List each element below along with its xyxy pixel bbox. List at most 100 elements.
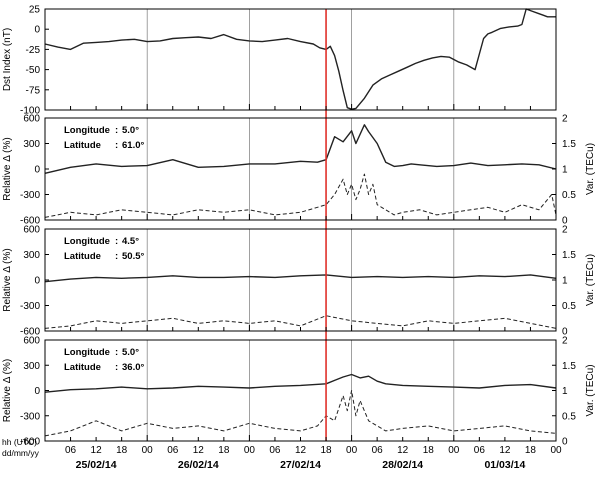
longitude-colon: :	[115, 347, 118, 358]
longitude-value: 5.0°	[122, 347, 139, 358]
x-tick-label: 18	[218, 445, 230, 456]
longitude-label: Longitude	[64, 347, 110, 358]
date-label: 01/03/14	[484, 459, 525, 471]
x-tick-label: 00	[346, 445, 358, 456]
grid-layer	[146, 9, 455, 441]
y-tick-label: -300	[20, 190, 40, 201]
y-tick-label: -600	[20, 216, 40, 227]
y-tick-label: 0	[34, 276, 40, 287]
x-tick-label: 12	[397, 445, 409, 456]
x-tick-label: 00	[448, 445, 460, 456]
time-label-line2: dd/mm/yy	[2, 448, 40, 458]
y2-tick-label: 0.5	[562, 190, 576, 201]
y2-axis-title: Var. (TECu)	[585, 143, 596, 195]
longitude-colon: :	[115, 236, 118, 247]
y-axis-title: Relative Δ (%)	[2, 137, 13, 200]
x-tick-label: 12	[295, 445, 307, 456]
latitude-label: Latitude	[64, 251, 101, 262]
x-tick-label: 18	[320, 445, 332, 456]
x-tick-label: 06	[269, 445, 281, 456]
latitude-label: Latitude	[64, 140, 101, 151]
y2-tick-label: 2	[562, 336, 568, 347]
y2-axis-title: Var. (TECu)	[585, 254, 596, 306]
y2-tick-label: 1.5	[562, 139, 576, 150]
y-tick-label: -300	[20, 301, 40, 312]
y-tick-label: -600	[20, 437, 40, 448]
y-axis-title: Dst Index (nT)	[2, 28, 13, 91]
y-tick-label: 600	[23, 114, 40, 125]
x-tick-label: 18	[525, 445, 537, 456]
latitude-colon: :	[115, 362, 118, 373]
y2-tick-label: 2	[562, 225, 568, 236]
x-tick-label: 12	[193, 445, 205, 456]
date-label: 28/02/14	[382, 459, 423, 471]
x-tick-label: 12	[91, 445, 103, 456]
panel-frame	[44, 8, 557, 111]
x-tick-label: 06	[474, 445, 486, 456]
y2-tick-label: 1	[562, 276, 568, 287]
y-tick-label: 0	[34, 25, 40, 36]
y-tick-label: 25	[29, 5, 41, 16]
y-tick-label: 300	[23, 139, 40, 150]
latitude-label: Latitude	[64, 362, 101, 373]
date-label: 26/02/14	[178, 459, 219, 471]
x-tick-label: 18	[423, 445, 435, 456]
variance-dashed-line	[44, 173, 557, 218]
y2-tick-label: 0.5	[562, 301, 576, 312]
x-tick-label: 00	[142, 445, 154, 456]
relative-delta-line	[44, 274, 557, 283]
variance-dashed-line	[44, 315, 557, 329]
relative-delta-line	[44, 373, 557, 393]
latitude-value: 36.0°	[122, 362, 144, 373]
y2-tick-label: 0	[562, 216, 568, 227]
y2-tick-label: 1	[562, 386, 568, 397]
y2-tick-label: 2	[562, 114, 568, 125]
latitude-colon: :	[115, 140, 118, 151]
y2-tick-label: 0	[562, 327, 568, 338]
latitude-value: 61.0°	[122, 140, 144, 151]
y-tick-label: 600	[23, 336, 40, 347]
y-tick-label: -25	[26, 45, 41, 56]
y-tick-label: -50	[26, 65, 41, 76]
variance-dashed-line	[44, 390, 557, 437]
y-axis-title: Relative Δ (%)	[2, 248, 13, 311]
longitude-label: Longitude	[64, 236, 110, 247]
relative-delta-line	[44, 124, 557, 174]
time-label-line1: hh (UTC)	[2, 437, 37, 447]
dst-index-line	[44, 8, 556, 110]
x-tick-label: 06	[167, 445, 179, 456]
latitude-value: 50.5°	[122, 251, 144, 262]
y-tick-label: -600	[20, 327, 40, 338]
x-tick-label: 00	[244, 445, 256, 456]
y-tick-label: -300	[20, 411, 40, 422]
y-tick-label: -75	[26, 85, 41, 96]
date-label: 25/02/14	[76, 459, 117, 471]
longitude-value: 4.5°	[122, 236, 139, 247]
y2-tick-label: 1.5	[562, 361, 576, 372]
y2-tick-label: 1	[562, 165, 568, 176]
y-tick-label: -100	[20, 106, 40, 117]
y-tick-label: 300	[23, 361, 40, 372]
y2-tick-label: 0	[562, 437, 568, 448]
x-tick-label: 06	[65, 445, 77, 456]
y-axis-title: Relative Δ (%)	[2, 359, 13, 422]
latitude-colon: :	[115, 251, 118, 262]
longitude-value: 5.0°	[122, 125, 139, 136]
y2-tick-label: 1.5	[562, 250, 576, 261]
longitude-colon: :	[115, 125, 118, 136]
y2-axis-title: Var. (TECu)	[585, 364, 596, 416]
frames-layer	[44, 8, 557, 442]
y-tick-label: 0	[34, 165, 40, 176]
y2-tick-label: 0.5	[562, 411, 576, 422]
date-label: 27/02/14	[280, 459, 321, 471]
x-tick-label: 00	[550, 445, 562, 456]
longitude-label: Longitude	[64, 125, 110, 136]
x-tick-label: 06	[372, 445, 384, 456]
x-tick-label: 12	[499, 445, 511, 456]
text-layer: 25 0 -25 -50 -75 -100 Dst Index (nT) 600 300 0 -30…	[2, 5, 596, 472]
y-tick-label: 300	[23, 250, 40, 261]
y-tick-label: 600	[23, 225, 40, 236]
y-tick-label: 0	[34, 386, 40, 397]
x-tick-label: 18	[116, 445, 128, 456]
